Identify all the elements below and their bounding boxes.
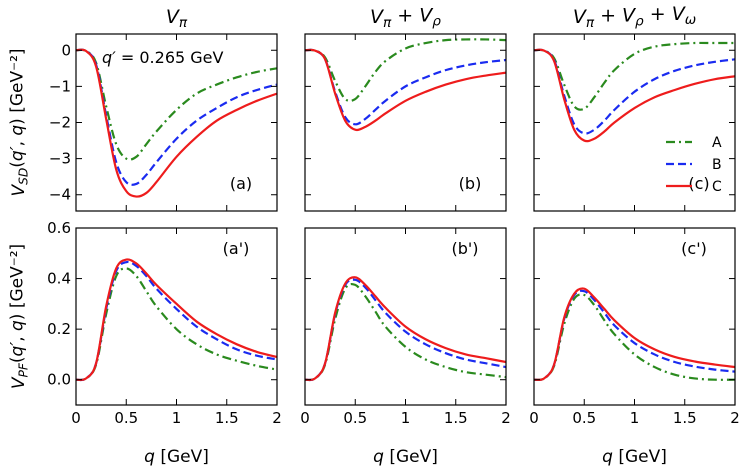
series-line-C [305,276,506,382]
panel-b-prime: 0 0.5 1 1.5 2 (b') q [GeV] [300,227,511,467]
x-axis-label: q [GeV] [602,447,667,467]
y-tick-label: −3 [49,150,71,168]
x-tick-label: 0 [529,409,539,427]
panel-b: Vπ​ + Vρ​ (b) [304,4,507,212]
panel-label: (a) [230,174,252,193]
legend-entry-A: A [712,135,722,151]
series-line-C [534,48,735,143]
q-prime-annotation: q′ = 0.265 GeV [102,48,224,67]
y-tick-label: −1 [49,77,71,95]
x-tick-label: 2 [730,409,740,427]
series-line-B [534,48,735,135]
series-line-A [76,48,277,161]
y-axis-label: VPF​(q′, q) [GeV⁻²] [8,244,31,389]
panel-label: (b') [451,239,478,258]
x-tick-label: 1 [630,409,640,427]
x-axis-label: q [GeV] [373,447,438,467]
y-tick-label: −4 [49,186,71,204]
y-tick-label: −2 [49,114,71,132]
legend: ABC [666,135,722,195]
series-line-A [534,41,735,111]
panel-c-prime: 0 0.5 1 1.5 2 (c') q [GeV] [529,227,740,467]
series-line-B [534,289,735,382]
panel-label: (c') [681,239,707,258]
panel-title: Vπ​ + Vρ​ + Vω​ [573,3,696,31]
y-tick-label: 0.2 [47,320,71,338]
x-tick-label: 2 [272,409,282,427]
legend-entry-C: C [712,179,722,195]
series-line-C [76,48,277,198]
panel-title: Vπ​ [166,6,188,31]
x-tick-label: 1 [401,409,411,427]
x-tick-label: 0.5 [343,409,367,427]
panel-label: (b) [459,174,482,193]
y-axis-label: VSD​(q′, q) [GeV⁻²] [8,48,31,196]
x-tick-label: 0.5 [572,409,596,427]
panel-title: Vπ​ + Vρ​ [370,4,441,31]
x-tick-label: 0 [300,409,310,427]
series-line-A [534,293,735,381]
y-tick-label: 0.6 [47,219,71,237]
panel-c: Vπ​ + Vρ​ + Vω​(c)ABC [533,3,736,212]
series-line-C [305,48,506,132]
legend-entry-B: B [712,157,722,173]
panel-label: (a') [223,239,250,258]
y-tick-label: 0 [61,41,71,59]
x-tick-label: 1.5 [215,409,239,427]
series-line-C [76,258,277,382]
panel-a: 0 −1 −2 −3 −4 Vπ​ (a) q′ = 0.265 GeV VSD​(q′, q)… [8,6,278,212]
series-line-C [534,287,735,382]
series-line-A [76,267,277,382]
series-line-B [305,48,506,126]
x-axis-label: q [GeV] [144,447,209,467]
panel-a-prime: 0 0.5 1 1.5 2 0.0 0.2 0.4 0.6 (a') VPF​(q′, q) [Ge… [8,219,282,467]
y-tick-label: 0.0 [47,371,71,389]
x-tick-label: 1.5 [673,409,697,427]
x-tick-label: 0.5 [114,409,138,427]
panel-label: (c) [688,174,709,193]
x-tick-label: 1.5 [444,409,468,427]
x-tick-label: 1 [172,409,182,427]
x-tick-label: 0 [71,409,81,427]
y-tick-label: 0.4 [47,270,71,288]
series-line-B [305,278,506,382]
x-tick-label: 2 [501,409,511,427]
